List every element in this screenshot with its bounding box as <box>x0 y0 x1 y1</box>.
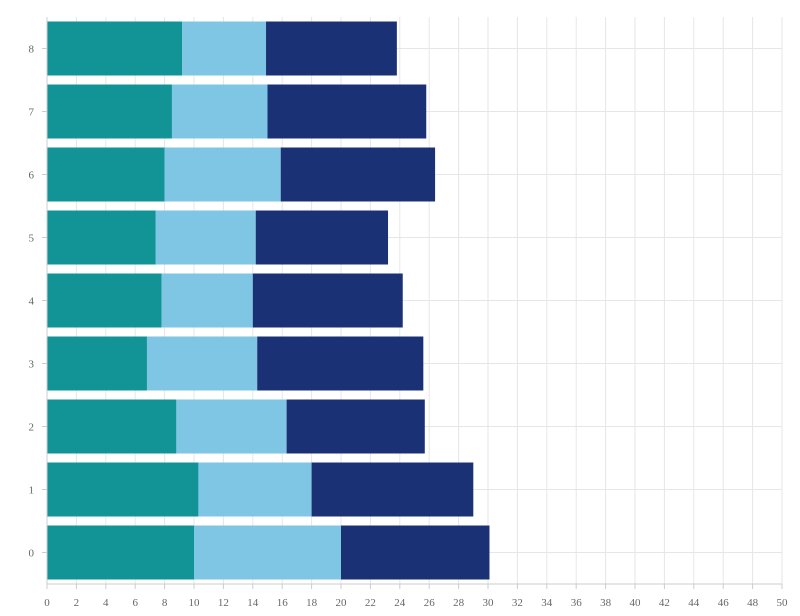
bar-segment-series-1-category-0 <box>194 525 341 580</box>
bar-segment-series-2-category-1 <box>311 462 474 517</box>
bar-segment-series-0-category-5 <box>47 210 156 265</box>
tick-labels: 0 2 4 6 8 10 12 14 16 18 20 22 24 26 28 30 32 34 36 38 40 42 4… <box>29 44 789 610</box>
x-tick-label: 24 <box>394 597 406 609</box>
x-tick-label: 2 <box>74 597 80 609</box>
bar-segment-series-2-category-8 <box>266 21 397 76</box>
bar-segment-series-0-category-1 <box>47 462 199 517</box>
bar-segment-series-2-category-2 <box>286 399 425 454</box>
x-tick-label: 34 <box>541 597 553 609</box>
x-tick-label: 14 <box>247 597 259 609</box>
y-tick-label: 6 <box>29 170 35 182</box>
y-tick-label: 5 <box>29 233 35 245</box>
x-tick-label: 44 <box>688 597 700 609</box>
x-tick-label: 8 <box>162 597 168 609</box>
x-tick-label: 18 <box>306 597 318 609</box>
bar-segment-series-1-category-3 <box>146 336 258 391</box>
x-tick-label: 38 <box>600 597 612 609</box>
y-tick-label: 1 <box>29 485 35 497</box>
bar-segment-series-2-category-6 <box>280 147 436 202</box>
x-tick-label: 46 <box>718 597 730 609</box>
y-tick-label: 0 <box>29 548 35 560</box>
bar-segment-series-1-category-7 <box>171 84 268 139</box>
x-tick-label: 10 <box>189 597 201 609</box>
x-tick-label: 4 <box>103 597 109 609</box>
bar-segment-series-0-category-6 <box>47 147 165 202</box>
bar-segment-series-2-category-0 <box>341 525 490 580</box>
bar-segment-series-0-category-4 <box>47 273 162 328</box>
x-tick-label: 12 <box>218 597 229 609</box>
bar-segment-series-0-category-0 <box>47 525 194 580</box>
bar-segment-series-0-category-2 <box>47 399 177 454</box>
axes <box>42 17 783 589</box>
y-tick-label: 4 <box>29 296 35 308</box>
bars <box>47 21 490 580</box>
bar-segment-series-0-category-8 <box>47 21 183 76</box>
bar-segment-series-1-category-4 <box>161 273 253 328</box>
bar-segment-series-0-category-7 <box>47 84 172 139</box>
x-tick-label: 6 <box>132 597 138 609</box>
x-tick-label: 36 <box>571 597 583 609</box>
x-tick-label: 40 <box>630 597 642 609</box>
x-tick-label: 0 <box>44 597 50 609</box>
bar-segment-series-1-category-5 <box>155 210 256 265</box>
x-tick-label: 26 <box>424 597 436 609</box>
x-tick-label: 20 <box>336 597 348 609</box>
x-tick-label: 50 <box>777 597 789 609</box>
bar-segment-series-2-category-5 <box>255 210 389 265</box>
x-tick-label: 22 <box>365 597 376 609</box>
bar-segment-series-0-category-3 <box>47 336 147 391</box>
y-tick-label: 2 <box>29 422 35 434</box>
x-tick-label: 28 <box>453 597 465 609</box>
bar-segment-series-2-category-3 <box>257 336 424 391</box>
x-tick-label: 48 <box>747 597 759 609</box>
y-tick-label: 8 <box>29 44 35 56</box>
y-tick-label: 7 <box>29 107 35 119</box>
x-tick-label: 32 <box>512 597 523 609</box>
bar-segment-series-1-category-8 <box>182 21 267 76</box>
bar-segment-series-1-category-1 <box>198 462 312 517</box>
bar-segment-series-1-category-6 <box>164 147 281 202</box>
y-tick-label: 3 <box>29 359 35 371</box>
x-tick-label: 16 <box>277 597 289 609</box>
bar-segment-series-2-category-7 <box>267 84 427 139</box>
bar-segment-series-2-category-4 <box>252 273 403 328</box>
bar-segment-series-1-category-2 <box>176 399 287 454</box>
x-tick-label: 30 <box>483 597 495 609</box>
x-tick-label: 42 <box>659 597 670 609</box>
